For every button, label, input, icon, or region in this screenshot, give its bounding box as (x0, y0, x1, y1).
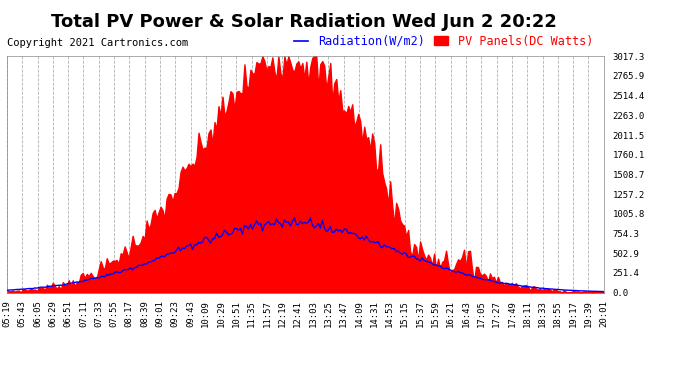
Text: Total PV Power & Solar Radiation Wed Jun 2 20:22: Total PV Power & Solar Radiation Wed Jun… (50, 13, 557, 31)
Text: Copyright 2021 Cartronics.com: Copyright 2021 Cartronics.com (7, 38, 188, 48)
Legend: Radiation(W/m2), PV Panels(DC Watts): Radiation(W/m2), PV Panels(DC Watts) (290, 30, 598, 53)
